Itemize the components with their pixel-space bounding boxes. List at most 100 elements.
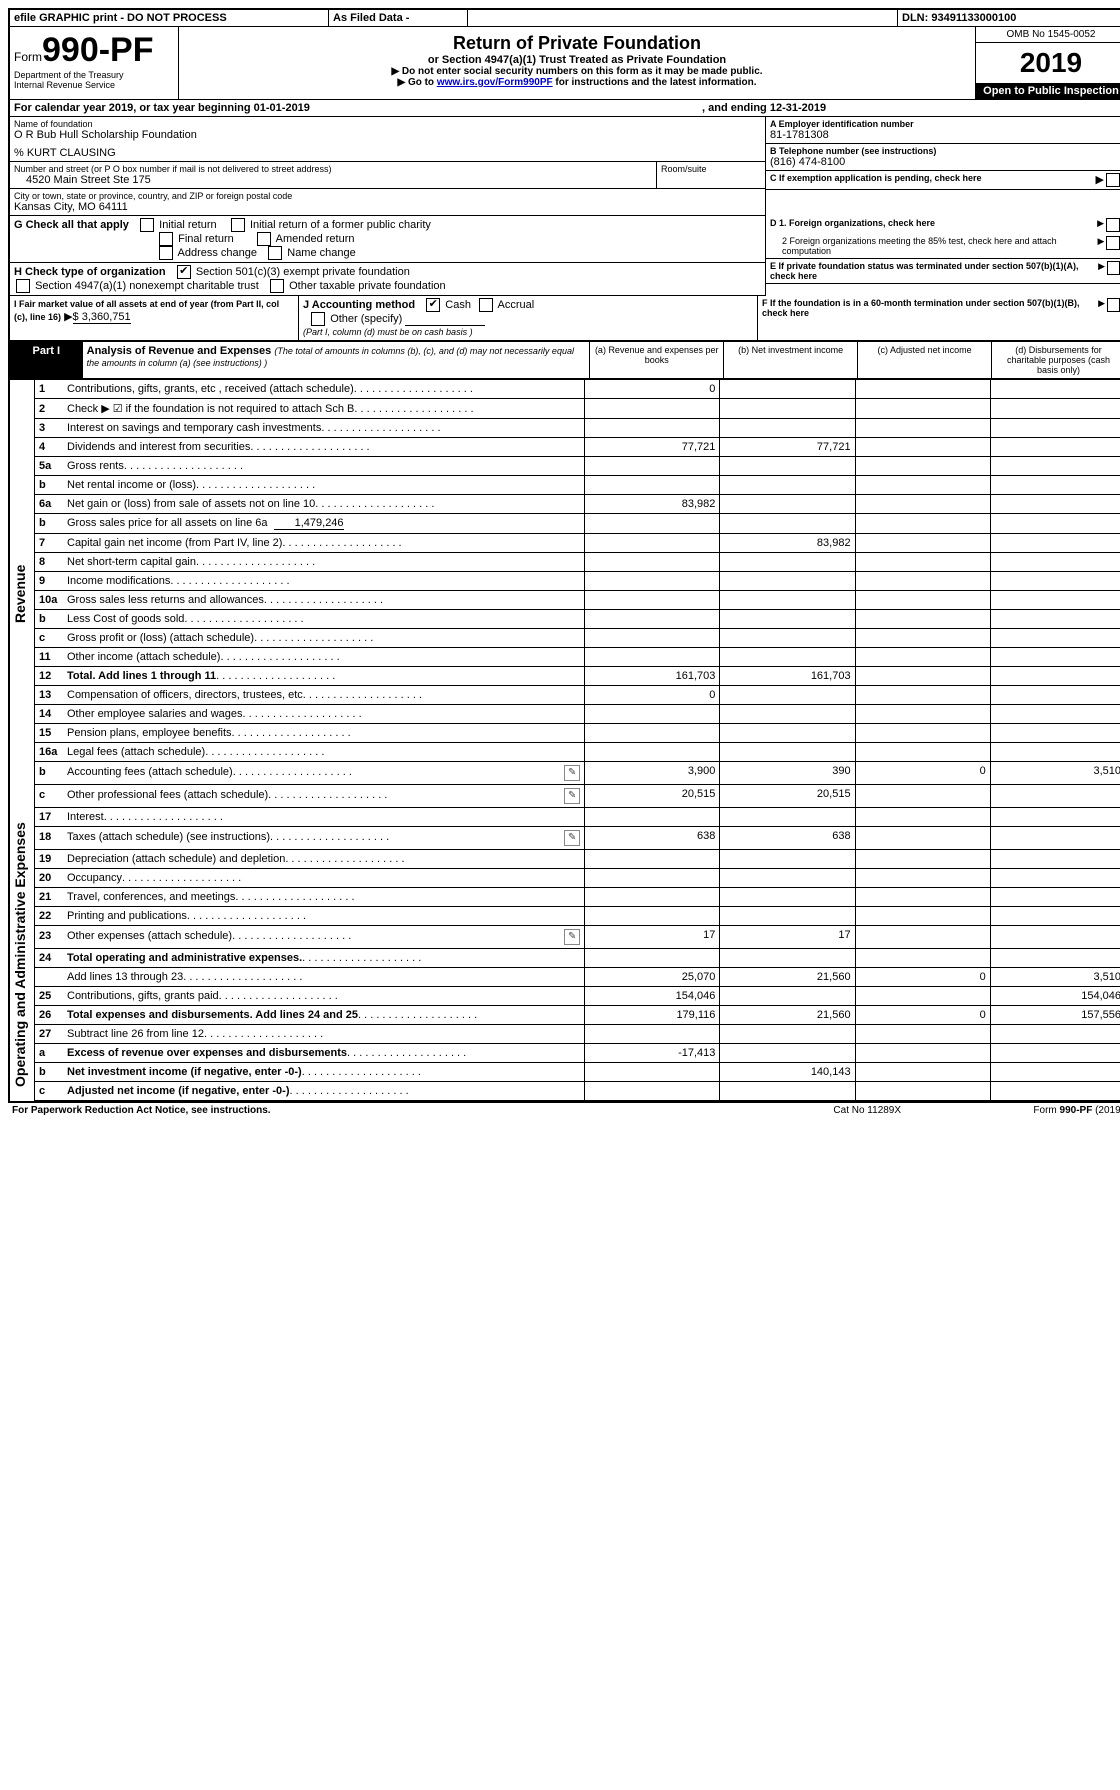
line-text: Printing and publications xyxy=(67,910,187,922)
table-row: cOther professional fees (attach schedul… xyxy=(35,785,1120,808)
line-text: Occupancy xyxy=(67,872,122,884)
col-a-header: (a) Revenue and expenses per books xyxy=(590,342,724,379)
line-text: Net investment income (if negative, ente… xyxy=(67,1066,302,1078)
value-cell-a xyxy=(585,850,720,869)
care-of: % KURT CLAUSING xyxy=(14,147,761,159)
value-cell-a xyxy=(585,743,720,762)
table-row: aExcess of revenue over expenses and dis… xyxy=(35,1044,1120,1063)
table-row: 3Interest on savings and temporary cash … xyxy=(35,419,1120,438)
tel-label: B Telephone number (see instructions) xyxy=(770,146,1120,156)
dln-box: DLN: 93491133000100 xyxy=(898,10,1120,26)
part1-header-row: Part I Analysis of Revenue and Expenses … xyxy=(11,342,1120,379)
line-label-cell: 16aLegal fees (attach schedule) xyxy=(35,743,585,762)
addr-value: 4520 Main Street Ste 175 xyxy=(14,174,652,186)
value-cell-a: 83,982 xyxy=(585,495,720,514)
value-cell-d xyxy=(990,495,1120,514)
line-text: Contributions, gifts, grants paid xyxy=(67,990,219,1002)
line-text: Add lines 13 through 23 xyxy=(67,971,183,983)
leader-dots xyxy=(268,789,564,801)
value-cell-c xyxy=(855,419,990,438)
irs-link[interactable]: www.irs.gov/Form990PF xyxy=(437,77,553,88)
g3-checkbox[interactable] xyxy=(159,232,173,246)
value-cell-a xyxy=(585,648,720,667)
line-label-cell: cOther professional fees (attach schedul… xyxy=(35,785,585,808)
form-id-box: Form990-PF Department of the Treasury In… xyxy=(10,27,179,99)
line-label-cell: 21Travel, conferences, and meetings xyxy=(35,888,585,907)
line-label-cell: 14Other employee salaries and wages xyxy=(35,705,585,724)
omb-number: OMB No 1545-0052 xyxy=(976,27,1120,43)
table-row: 11Other income (attach schedule) xyxy=(35,648,1120,667)
i-box: I Fair market value of all assets at end… xyxy=(10,296,299,340)
value-cell-d xyxy=(990,743,1120,762)
line-number: 17 xyxy=(39,811,67,823)
part1-table: Part I Analysis of Revenue and Expenses … xyxy=(10,341,1120,379)
h2-checkbox[interactable] xyxy=(16,279,30,293)
line-label-cell: bAccounting fees (attach schedule)✎ xyxy=(35,762,585,785)
table-row: 6aNet gain or (loss) from sale of assets… xyxy=(35,495,1120,514)
g2-checkbox[interactable] xyxy=(231,218,245,232)
h1-checkbox[interactable] xyxy=(177,265,191,279)
c-checkbox[interactable] xyxy=(1106,173,1120,187)
entity-right: A Employer identification number 81-1781… xyxy=(765,117,1120,216)
calendar-end: , and ending 12-31-2019 xyxy=(702,102,1120,114)
g5-checkbox[interactable] xyxy=(159,246,173,260)
attachment-icon[interactable]: ✎ xyxy=(564,830,580,846)
leader-dots xyxy=(232,727,581,739)
value-cell-b xyxy=(720,724,855,743)
attachment-icon[interactable]: ✎ xyxy=(564,788,580,804)
g-label: G Check all that apply xyxy=(14,219,129,231)
line-number: 4 xyxy=(39,441,67,453)
j-cash-checkbox[interactable] xyxy=(426,298,440,312)
ein-value: 81-1781308 xyxy=(770,129,1120,141)
line-text: Total. Add lines 1 through 11 xyxy=(67,670,216,682)
value-cell-a xyxy=(585,572,720,591)
leader-dots xyxy=(196,556,580,568)
line-number: 11 xyxy=(39,651,67,663)
calendar-year-row: For calendar year 2019, or tax year begi… xyxy=(10,99,1120,117)
j-accrual-checkbox[interactable] xyxy=(479,298,493,312)
tax-year: 2019 xyxy=(976,43,1120,83)
value-cell-a xyxy=(585,514,720,534)
f-checkbox[interactable] xyxy=(1107,298,1120,312)
value-cell-c xyxy=(855,1082,990,1101)
value-cell-b: 140,143 xyxy=(720,1063,855,1082)
table-row: 2Check ▶ ☑ if the foundation is not requ… xyxy=(35,399,1120,419)
g1-checkbox[interactable] xyxy=(140,218,154,232)
h-row: H Check type of organization Section 501… xyxy=(10,263,765,296)
line-number: b xyxy=(39,613,67,625)
form-note2: Go to www.irs.gov/Form990PF for instruct… xyxy=(185,77,969,88)
value-cell-a xyxy=(585,419,720,438)
value-cell-b xyxy=(720,495,855,514)
line-text: Interest on savings and temporary cash i… xyxy=(67,422,321,434)
table-row: 26Total expenses and disbursements. Add … xyxy=(35,1006,1120,1025)
line-label-cell: 6aNet gain or (loss) from sale of assets… xyxy=(35,495,585,514)
form-subtitle: or Section 4947(a)(1) Trust Treated as P… xyxy=(185,54,969,66)
d2-checkbox[interactable] xyxy=(1106,236,1120,250)
e-checkbox[interactable] xyxy=(1107,261,1120,275)
g4-checkbox[interactable] xyxy=(257,232,271,246)
value-cell-c xyxy=(855,629,990,648)
leader-dots xyxy=(232,930,564,942)
value-cell-d xyxy=(990,907,1120,926)
value-cell-a xyxy=(585,808,720,827)
value-cell-d: 154,046 xyxy=(990,987,1120,1006)
value-cell-b: 20,515 xyxy=(720,785,855,808)
value-cell-d xyxy=(990,850,1120,869)
j-other-checkbox[interactable] xyxy=(311,312,325,326)
c-box: C If exemption application is pending, c… xyxy=(766,171,1120,190)
leader-dots xyxy=(220,651,580,663)
leader-dots xyxy=(354,403,580,415)
table-row: bNet investment income (if negative, ent… xyxy=(35,1063,1120,1082)
form-title: Return of Private Foundation xyxy=(185,33,969,54)
attachment-icon[interactable]: ✎ xyxy=(564,765,580,781)
h3-checkbox[interactable] xyxy=(270,279,284,293)
value-cell-a xyxy=(585,534,720,553)
ijf-row: I Fair market value of all assets at end… xyxy=(10,296,1120,341)
g6-checkbox[interactable] xyxy=(268,246,282,260)
d1-checkbox[interactable] xyxy=(1106,218,1120,232)
attachment-icon[interactable]: ✎ xyxy=(564,929,580,945)
value-cell-d xyxy=(990,534,1120,553)
value-cell-c xyxy=(855,827,990,850)
value-cell-c xyxy=(855,888,990,907)
name-label: Name of foundation xyxy=(14,119,761,129)
